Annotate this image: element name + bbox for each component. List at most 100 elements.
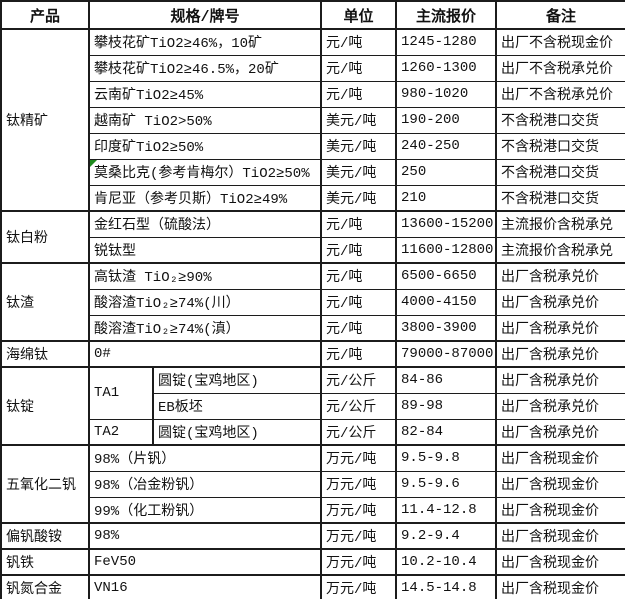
price-cell: 250: [395, 158, 498, 186]
table-row: 印度矿TiO2≥50% 美元/吨 240-250 不含税港口交货: [1, 132, 625, 160]
table-row: 五氧化二钒 98%（片钒） 万元/吨 9.5-9.8 出厂含税现金价: [0, 444, 625, 524]
note-cell: 不含税港口交货: [495, 106, 625, 134]
note-cell: 出厂含税承兑价: [495, 366, 625, 394]
price-cell: 82-84: [395, 418, 498, 446]
note-cell: 出厂含税现金价: [495, 470, 625, 498]
unit-cell: 元/公斤: [320, 366, 398, 394]
spec-cell: 云南矿TiO2≥45%: [87, 80, 323, 108]
spec-cell: 酸溶渣TiO₂≥74%(川）: [87, 288, 323, 316]
spec-cell: VN16: [87, 574, 323, 599]
col-header-product: 产品: [0, 0, 90, 30]
table-row: 酸溶渣TiO₂≥74%(川） 元/吨 4000-4150 出厂含税承兑价: [1, 288, 625, 316]
note-cell: 出厂不含税承兑价: [495, 80, 625, 108]
spec-cell: 99%（化工粉钒）: [87, 496, 323, 524]
note-cell: 出厂含税现金价: [495, 444, 625, 472]
table-row: 钛锭 TA1 圆锭(宝鸡地区) 元/公斤 84-86 出厂含税承兑价: [0, 366, 625, 446]
price-cell: 84-86: [395, 366, 498, 394]
note-cell: 主流报价含税承兑: [495, 210, 625, 238]
price-cell: 4000-4150: [395, 288, 498, 316]
note-cell: 出厂不含税承兑价: [495, 54, 625, 82]
header-row: 产品 规格/牌号 单位 主流报价 备注: [0, 0, 625, 30]
unit-cell: 美元/吨: [320, 184, 398, 212]
price-cell: 11.4-12.8: [395, 496, 498, 524]
spec-cell: 圆锭(宝鸡地区): [151, 418, 323, 446]
table-row: 钛精矿 攀枝花矿TiO2≥46%，10矿 元/吨 1245-1280 出厂不含税…: [0, 28, 625, 212]
unit-cell: 美元/吨: [320, 106, 398, 134]
unit-cell: 元/吨: [320, 28, 398, 56]
col-header-spec: 规格/牌号: [87, 0, 323, 30]
product-group-cell: 海绵钛: [0, 340, 90, 368]
spec-cell: 攀枝花矿TiO2≥46.5%，20矿: [87, 54, 323, 82]
spec-cell: 0#: [87, 340, 323, 368]
price-cell: 11600-12800: [395, 236, 498, 264]
spec-cell: 98%（冶金粉钒）: [87, 470, 323, 498]
price-cell: 1245-1280: [395, 28, 498, 56]
note-cell: 出厂含税承兑价: [495, 288, 625, 316]
price-cell: 3800-3900: [395, 314, 498, 342]
unit-cell: 元/吨: [320, 340, 398, 368]
price-cell: 79000-87000: [395, 340, 498, 368]
unit-cell: 美元/吨: [320, 132, 398, 160]
price-cell: 9.5-9.6: [395, 470, 498, 498]
note-cell: 出厂含税承兑价: [495, 262, 625, 290]
price-cell: 14.5-14.8: [395, 574, 498, 599]
price-cell: 13600-15200: [395, 210, 498, 238]
table-row: 钒铁 FeV50 万元/吨 10.2-10.4 出厂含税现金价: [0, 548, 625, 576]
unit-cell: 万元/吨: [320, 522, 398, 550]
product-group-cell: 钛渣: [0, 262, 90, 342]
spec-cell: FeV50: [87, 548, 323, 576]
table-row: 锐钛型 元/吨 11600-12800 主流报价含税承兑: [1, 236, 625, 264]
product-group-cell: 钛白粉: [0, 210, 90, 264]
price-cell: 6500-6650: [395, 262, 498, 290]
note-cell: 不含税港口交货: [495, 132, 625, 160]
col-header-unit: 单位: [320, 0, 398, 30]
spec-cell: EB板坯: [151, 392, 323, 420]
table-row: 钛渣 高钛渣 TiO₂≥90% 元/吨 6500-6650 出厂含税承兑价: [0, 262, 625, 342]
table-row: 云南矿TiO2≥45% 元/吨 980-1020 出厂不含税承兑价: [1, 80, 625, 108]
price-cell: 89-98: [395, 392, 498, 420]
note-cell: 出厂含税承兑价: [495, 418, 625, 446]
spec-cell: 莫桑比克(参考肯梅尔）TiO2≥50%: [87, 158, 323, 186]
price-cell: 210: [395, 184, 498, 212]
product-group-cell: 偏钒酸铵: [0, 522, 90, 550]
spec-cell: 圆锭(宝鸡地区): [151, 366, 323, 394]
unit-cell: 元/公斤: [320, 392, 398, 420]
spec-cell: 98%: [87, 522, 323, 550]
table-row: 钒氮合金 VN16 万元/吨 14.5-14.8 出厂含税现金价: [0, 574, 625, 599]
note-cell: 出厂含税承兑价: [495, 340, 625, 368]
table-row: 偏钒酸铵 98% 万元/吨 9.2-9.4 出厂含税现金价: [0, 522, 625, 550]
table-row: 99%（化工粉钒） 万元/吨 11.4-12.8 出厂含税现金价: [1, 496, 625, 524]
unit-cell: 万元/吨: [320, 496, 398, 524]
table-row: 肯尼亚（参考贝斯）TiO2≥49% 美元/吨 210 不含税港口交货: [1, 184, 625, 212]
table-row: EB板坯 元/公斤 89-98 出厂含税承兑价: [1, 392, 625, 420]
col-header-price: 主流报价: [395, 0, 498, 30]
spec-cell: 锐钛型: [87, 236, 323, 264]
table-row: 攀枝花矿TiO2≥46.5%，20矿 元/吨 1260-1300 出厂不含税承兑…: [1, 54, 625, 82]
unit-cell: 元/吨: [320, 262, 398, 290]
product-group-cell: 钛锭: [0, 366, 90, 446]
product-group-cell: 钒氮合金: [0, 574, 90, 599]
price-cell: 10.2-10.4: [395, 548, 498, 576]
unit-cell: 万元/吨: [320, 444, 398, 472]
spec-cell: 金红石型（硫酸法）: [87, 210, 323, 238]
unit-cell: 元/吨: [320, 210, 398, 238]
product-group-cell: 钒铁: [0, 548, 90, 576]
note-cell: 出厂含税现金价: [495, 574, 625, 599]
spec-cell: 越南矿 TiO2>50%: [87, 106, 323, 134]
grade-cell: TA1: [88, 366, 154, 420]
unit-cell: 元/吨: [320, 314, 398, 342]
table-row: 莫桑比克(参考肯梅尔）TiO2≥50% 美元/吨 250 不含税港口交货: [1, 158, 625, 186]
spec-cell: 攀枝花矿TiO2≥46%，10矿: [87, 28, 323, 56]
note-cell: 出厂含税现金价: [495, 548, 625, 576]
unit-cell: 万元/吨: [320, 574, 398, 599]
table-row: 海绵钛 0# 元/吨 79000-87000 出厂含税承兑价: [0, 340, 625, 368]
note-cell: 不含税港口交货: [495, 158, 625, 186]
unit-cell: 万元/吨: [320, 548, 398, 576]
note-cell: 出厂含税现金价: [495, 496, 625, 524]
product-group-cell: 钛精矿: [0, 28, 90, 212]
spec-cell: 98%（片钒）: [87, 444, 323, 472]
cell-note-marker: [91, 160, 97, 167]
col-header-note: 备注: [495, 0, 625, 30]
